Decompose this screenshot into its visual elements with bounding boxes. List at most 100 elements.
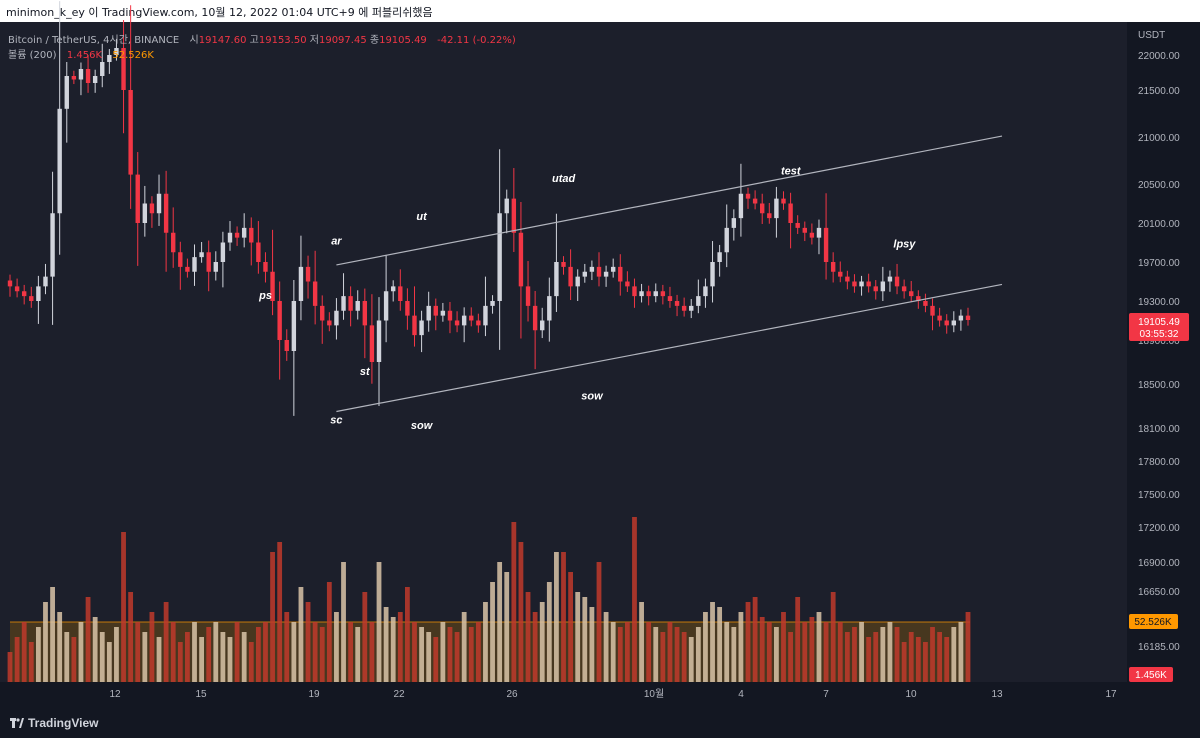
annotation-ps[interactable]: ps: [258, 290, 272, 302]
candle-body: [50, 213, 55, 277]
volume-bar: [695, 627, 701, 682]
annotation-ar[interactable]: ar: [331, 235, 342, 247]
candle-body: [703, 286, 708, 297]
volume-bar: [873, 632, 879, 682]
candle-body: [859, 281, 864, 287]
volume-bar: [319, 627, 325, 682]
volume-bar: [426, 632, 432, 682]
volume-bar: [57, 612, 63, 682]
currency-label: USDT: [1138, 30, 1166, 41]
volume-bar: [554, 552, 559, 682]
price-tick-label: 21500.00: [1138, 86, 1180, 97]
tradingview-logo[interactable]: TradingView: [10, 716, 98, 730]
candle-body: [305, 266, 311, 282]
volume-bar: [433, 637, 439, 682]
annotation-ut[interactable]: ut: [416, 211, 428, 223]
candle-body: [561, 262, 566, 267]
candle-body: [291, 301, 297, 351]
volume-bar: [802, 622, 808, 682]
price-axis-panel[interactable]: [1127, 22, 1200, 704]
volume-bar: [163, 602, 169, 682]
volume-bar: [284, 612, 290, 682]
channel-upper-line[interactable]: [336, 135, 1003, 266]
volume-legend[interactable]: 볼륨 (200) 1.456K 52.526K: [8, 46, 154, 61]
annotation-sow[interactable]: sow: [581, 390, 604, 402]
volume-bar: [624, 622, 630, 682]
candle-body: [312, 281, 318, 306]
candle-body: [852, 281, 857, 287]
volume-bar: [859, 622, 864, 682]
volume-bar: [596, 562, 602, 682]
candle-body: [710, 262, 715, 287]
price-tick-label: 17500.00: [1138, 490, 1180, 501]
low-label: 저: [309, 35, 319, 46]
open-label: 시: [189, 35, 199, 46]
annotation-st[interactable]: st: [360, 366, 371, 378]
time-axis-panel[interactable]: [0, 682, 1127, 704]
candle-body: [185, 266, 190, 272]
annotation-sc[interactable]: sc: [330, 415, 342, 427]
close-label: 종: [369, 35, 380, 46]
symbol-legend[interactable]: Bitcoin / TetherUS, 4시간, BINANCE 시19147.…: [8, 31, 516, 46]
volume-bar: [440, 622, 446, 682]
price-tick-label: 17200.00: [1138, 523, 1180, 534]
volume-bar: [263, 622, 268, 682]
candle-body: [610, 266, 616, 272]
volume-bar: [7, 652, 13, 682]
candle-body: [57, 108, 62, 214]
volume-bar: [255, 627, 261, 682]
time-tick-label: 10월: [644, 688, 664, 700]
volume-bar: [781, 612, 786, 682]
volume-bar: [156, 637, 162, 682]
time-tick-label: 13: [991, 689, 1003, 700]
annotation-test[interactable]: test: [781, 166, 802, 178]
volume-bar: [248, 642, 254, 682]
volume-bar: [192, 622, 197, 682]
volume-bar: [951, 627, 957, 682]
candle-body: [270, 271, 275, 301]
volume-bar: [745, 602, 751, 682]
volume-bar: [752, 597, 758, 682]
volume-bar: [674, 627, 680, 682]
volume-bar: [85, 597, 91, 682]
price-tick-label: 18100.00: [1138, 424, 1180, 435]
volume-bar: [660, 632, 666, 682]
candle-body: [951, 320, 957, 326]
volume-bar: [99, 632, 105, 682]
volume-bar: [901, 642, 907, 682]
channel-lower-line[interactable]: [336, 283, 1003, 413]
candle-body: [760, 203, 765, 214]
time-tick-label: 22: [393, 689, 405, 700]
annotation-utad[interactable]: utad: [552, 173, 576, 185]
volume-bar: [454, 632, 460, 682]
volume-bar: [525, 592, 531, 682]
candle-body: [107, 55, 112, 62]
footer-bar: [0, 704, 1200, 738]
volume-bar: [369, 622, 375, 682]
candle-body: [71, 76, 77, 80]
candle-body: [171, 232, 176, 253]
time-tick-label: 7: [823, 689, 829, 700]
volume-bar: [561, 552, 566, 682]
volume-ma-tag: [1129, 614, 1178, 629]
candle-body: [901, 286, 907, 292]
candle-body: [632, 286, 637, 297]
candle-body: [241, 227, 247, 238]
volume-bar: [610, 622, 616, 682]
candle-body: [866, 281, 871, 287]
annotation-sow[interactable]: sow: [411, 420, 434, 432]
volume-bar: [468, 627, 474, 682]
candle-body: [653, 291, 658, 297]
candle-body: [383, 291, 389, 321]
volume-bar: [128, 592, 134, 682]
candle-body: [29, 296, 34, 301]
candle-body: [830, 262, 836, 272]
volume-bar: [92, 617, 98, 682]
candle-body: [511, 198, 517, 233]
volume-bar: [915, 637, 921, 682]
annotation-lpsy[interactable]: lpsy: [893, 238, 916, 250]
volume-bar: [930, 627, 935, 682]
candle-body: [809, 232, 815, 238]
volume-bar: [539, 602, 545, 682]
